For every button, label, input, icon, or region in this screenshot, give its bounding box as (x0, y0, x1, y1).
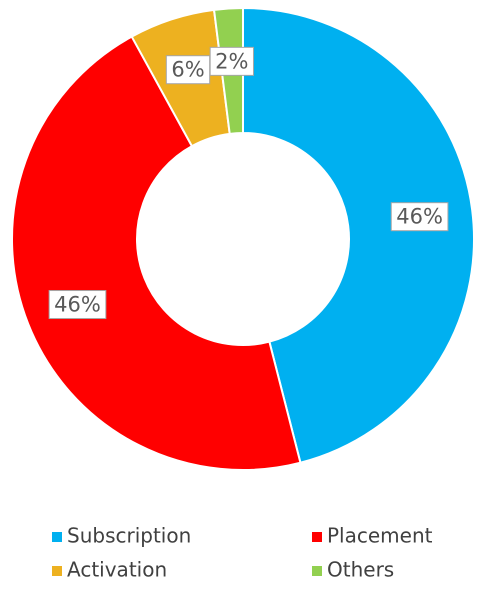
data-label-box (165, 55, 211, 85)
slice (11, 35, 302, 471)
legend-label: Placement (327, 524, 433, 548)
slice (242, 6, 475, 464)
legend-label: Subscription (67, 524, 191, 548)
legend-label: Activation (67, 558, 167, 582)
legend-swatch (312, 532, 322, 542)
data-label: 46% (396, 205, 443, 229)
legend-swatch (52, 532, 62, 542)
data-label-box (209, 46, 254, 76)
data-label-box (48, 290, 107, 320)
legend-swatch (312, 566, 322, 576)
data-label-box (390, 202, 449, 232)
legend-swatch (52, 566, 62, 576)
data-label: 2% (215, 49, 248, 73)
data-label: 46% (54, 293, 101, 317)
legend-label: Others (327, 558, 394, 582)
data-label: 6% (171, 58, 204, 82)
